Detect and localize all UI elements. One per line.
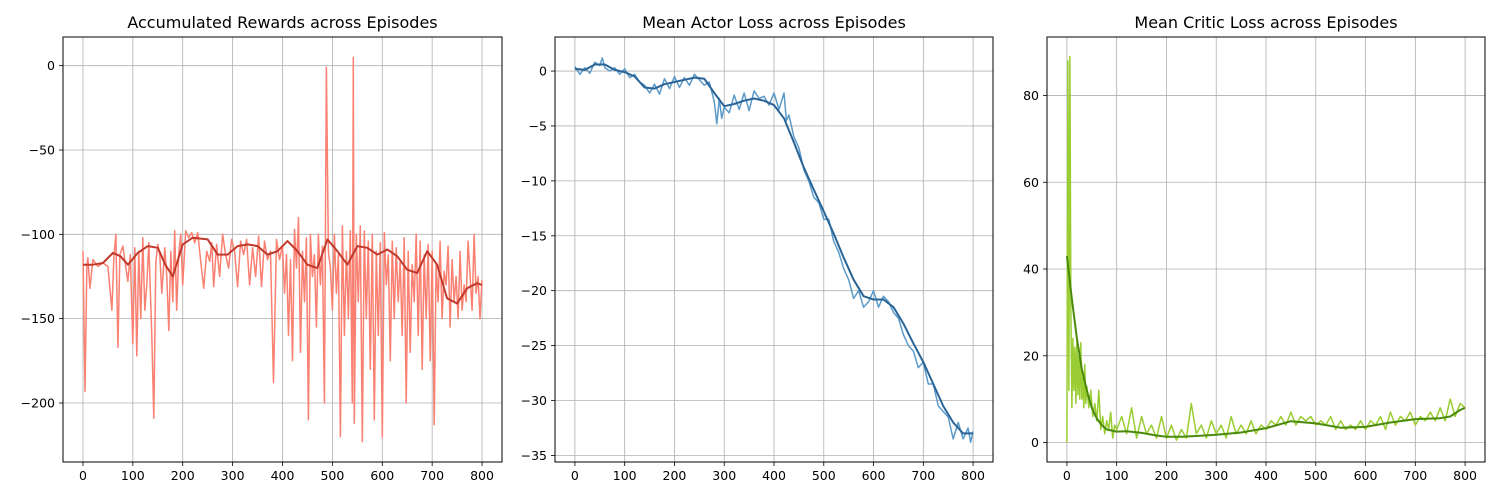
x-tick-label: 100 bbox=[613, 468, 637, 483]
x-tick-label: 800 bbox=[470, 468, 494, 483]
y-tick-label: −50 bbox=[29, 142, 55, 157]
y-tick-label: −100 bbox=[21, 227, 55, 242]
x-tick-label: 300 bbox=[221, 468, 245, 483]
y-tick-label: 0 bbox=[539, 64, 547, 79]
raw-series-line bbox=[82, 56, 483, 443]
y-tick-label: −30 bbox=[521, 393, 547, 408]
y-tick-label: 20 bbox=[1023, 348, 1039, 363]
x-tick-label: 600 bbox=[862, 468, 886, 483]
x-tick-label: 500 bbox=[320, 468, 344, 483]
x-tick-label: 200 bbox=[1155, 468, 1179, 483]
y-tick-label: −25 bbox=[521, 338, 547, 353]
x-tick-label: 600 bbox=[1354, 468, 1378, 483]
y-tick-label: −5 bbox=[529, 118, 547, 133]
x-tick-label: 100 bbox=[121, 468, 145, 483]
smoothed-series-line bbox=[83, 236, 483, 305]
x-tick-label: 500 bbox=[1304, 468, 1328, 483]
x-tick-label: 200 bbox=[171, 468, 195, 483]
x-tick-label: 700 bbox=[420, 468, 444, 483]
x-tick-label: 700 bbox=[911, 468, 935, 483]
panel-actor-loss: 0 100 200 300 400 500 600 700 800 0 −5 −10 −15 −20 −25… bbox=[521, 13, 994, 483]
y-tick-label: 40 bbox=[1023, 262, 1039, 277]
y-tick-label: −15 bbox=[521, 228, 547, 243]
panel-rewards: 0 100 200 300 400 500 600 700 800 0 −50 −100 −150 −20… bbox=[21, 13, 503, 483]
y-tick-label: 80 bbox=[1023, 88, 1039, 103]
x-tick-label: 0 bbox=[1063, 468, 1071, 483]
panel-critic-loss: 0 100 200 300 400 500 600 700 800 0 20 40 60 80 Mean … bbox=[1023, 13, 1486, 483]
x-tick-label: 200 bbox=[663, 468, 687, 483]
x-tick-label: 100 bbox=[1105, 468, 1129, 483]
x-tick-label: 0 bbox=[79, 468, 87, 483]
y-tick-label: 0 bbox=[47, 58, 55, 73]
y-tick-label: 60 bbox=[1023, 175, 1039, 190]
smoothed-series-line bbox=[1065, 255, 1466, 438]
y-tick-label: −200 bbox=[21, 395, 55, 410]
smoothed-series-line bbox=[574, 63, 974, 435]
x-tick-label: 700 bbox=[1403, 468, 1427, 483]
x-tick-label: 800 bbox=[961, 468, 985, 483]
y-tick-label: −150 bbox=[21, 311, 55, 326]
y-tick-label: −35 bbox=[521, 448, 547, 463]
x-tick-label: 400 bbox=[271, 468, 295, 483]
y-tick-label: 0 bbox=[1031, 435, 1039, 450]
x-tick-label: 800 bbox=[1453, 468, 1477, 483]
x-tick-label: 0 bbox=[571, 468, 579, 483]
x-tick-label: 600 bbox=[370, 468, 394, 483]
raw-series-line bbox=[1066, 55, 1466, 443]
x-tick-label: 400 bbox=[1254, 468, 1278, 483]
x-tick-label: 500 bbox=[812, 468, 836, 483]
x-tick-label: 300 bbox=[712, 468, 736, 483]
panel-title: Accumulated Rewards across Episodes bbox=[127, 13, 437, 32]
x-tick-label: 300 bbox=[1204, 468, 1228, 483]
panel-title: Mean Critic Loss across Episodes bbox=[1134, 13, 1397, 32]
y-tick-label: −20 bbox=[521, 283, 547, 298]
panel-title: Mean Actor Loss across Episodes bbox=[642, 13, 906, 32]
y-tick-label: −10 bbox=[521, 173, 547, 188]
x-tick-label: 400 bbox=[762, 468, 786, 483]
